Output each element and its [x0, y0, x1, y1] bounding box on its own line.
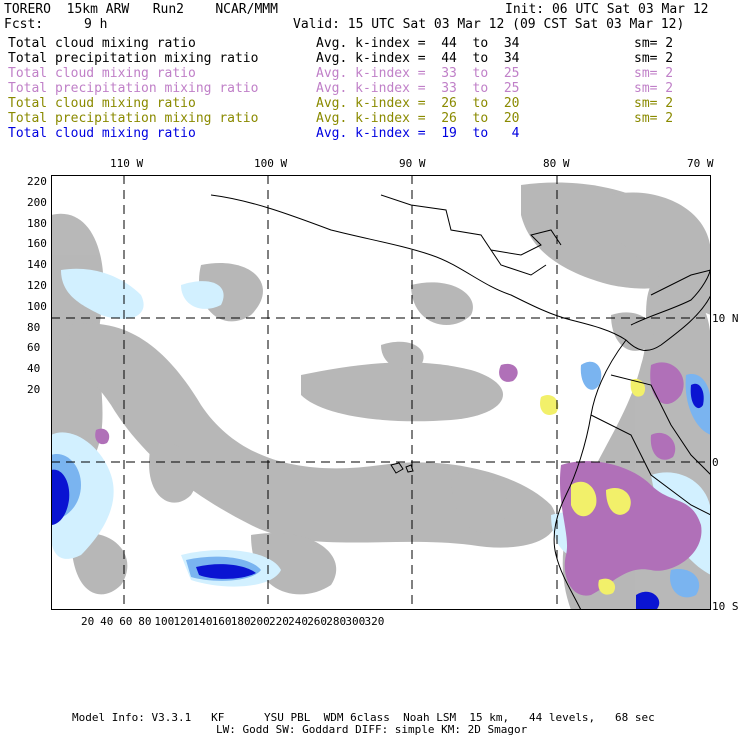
latitude-label: 10 S: [712, 600, 739, 613]
x-tick-label: 320: [364, 615, 385, 628]
x-tick-label: 80: [138, 615, 152, 628]
x-tick-label: 120: [173, 615, 194, 628]
y-tick-label: 140: [27, 258, 47, 272]
y-tick-label: 100: [27, 299, 47, 313]
model-title: TORERO 15km ARW Run2 NCAR/MMM: [4, 2, 278, 17]
legend-index-range: Avg. k-index = 33 to 25: [316, 66, 520, 81]
longitude-label: 100 W: [254, 157, 288, 170]
legend-field-name: Total precipitation mixing ratio: [8, 51, 259, 66]
valid-time: Valid: 15 UTC Sat 03 Mar 12 (09 CST Sat …: [293, 17, 685, 32]
longitude-label: 70 W: [687, 157, 714, 170]
legend-index-range: Avg. k-index = 44 to 34: [316, 51, 520, 66]
legend-field-name: Total cloud mixing ratio: [8, 36, 196, 51]
legend-index-range: Avg. k-index = 26 to 20: [316, 111, 520, 126]
map-canvas: [51, 175, 711, 610]
graticule: [51, 175, 711, 610]
legend-index-range: Avg. k-index = 44 to 34: [316, 36, 520, 51]
forecast-label: Fcst:: [4, 17, 44, 32]
longitude-label: 80 W: [543, 157, 570, 170]
x-tick-label: 220: [269, 615, 289, 628]
y-tick-label: 160: [27, 237, 47, 251]
legend-index-range: Avg. k-index = 33 to 25: [316, 81, 520, 96]
legend-field-name: Total precipitation mixing ratio: [8, 81, 259, 96]
map-frame: [51, 175, 711, 610]
init-time: Init: 06 UTC Sat 03 Mar 12: [505, 2, 709, 17]
x-tick-label: 200: [249, 615, 270, 628]
coastlines: [210, 194, 711, 610]
legend-index-range: Avg. k-index = 26 to 20: [316, 96, 520, 111]
x-tick-label: 160: [211, 615, 232, 628]
legend-field-name: Total cloud mixing ratio: [8, 66, 196, 81]
legend-field-name: Total precipitation mixing ratio: [8, 111, 259, 126]
y-tick-label: 220: [27, 175, 47, 188]
x-tick-label: 280: [326, 615, 347, 628]
y-tick-label: 200: [27, 195, 47, 209]
legend-field-name: Total cloud mixing ratio: [8, 126, 196, 141]
x-tick-label: 20: [81, 615, 95, 628]
y-tick-label: 80: [27, 320, 41, 334]
x-tick-label: 100: [154, 615, 175, 628]
latitude-label: 0: [712, 456, 719, 469]
longitude-label: 90 W: [399, 157, 426, 170]
physics-info: LW: Godd SW: Goddard DIFF: simple KM: 2D…: [216, 723, 528, 736]
x-tick-label: 180: [230, 615, 251, 628]
y-tick-label: 20: [27, 383, 41, 396]
legend-smoothing: sm= 2: [634, 111, 674, 126]
y-tick-label: 120: [27, 279, 47, 292]
cloud-field-high: [540, 378, 646, 595]
legend-smoothing: sm= 2: [634, 66, 674, 81]
legend-smoothing: sm= 2: [634, 36, 674, 51]
x-tick-label: 40: [100, 615, 114, 628]
legend-smoothing: sm= 2: [634, 81, 674, 96]
legend-smoothing: sm= 2: [634, 96, 674, 111]
longitude-label: 110 W: [110, 157, 144, 170]
y-tick-label: 60: [27, 341, 41, 355]
y-tick-label: 40: [27, 362, 41, 376]
model-info: Model Info: V3.3.1 KF YSU PBL WDM 6class…: [72, 711, 655, 724]
x-tick-label: 140: [192, 615, 213, 628]
map-panel: [51, 175, 711, 610]
x-tick-label: 260: [307, 615, 328, 628]
legend-field-name: Total cloud mixing ratio: [8, 96, 196, 111]
x-tick-label: 300: [345, 615, 366, 628]
legend-smoothing: sm= 2: [634, 51, 674, 66]
x-tick-label: 60: [119, 615, 133, 628]
latitude-label: 10 N: [712, 312, 739, 325]
legend-index-range: Avg. k-index = 19 to 4: [316, 126, 520, 141]
forecast-hour: 9 h: [84, 17, 108, 32]
y-tick-label: 180: [27, 216, 47, 230]
x-tick-label: 240: [288, 615, 308, 628]
